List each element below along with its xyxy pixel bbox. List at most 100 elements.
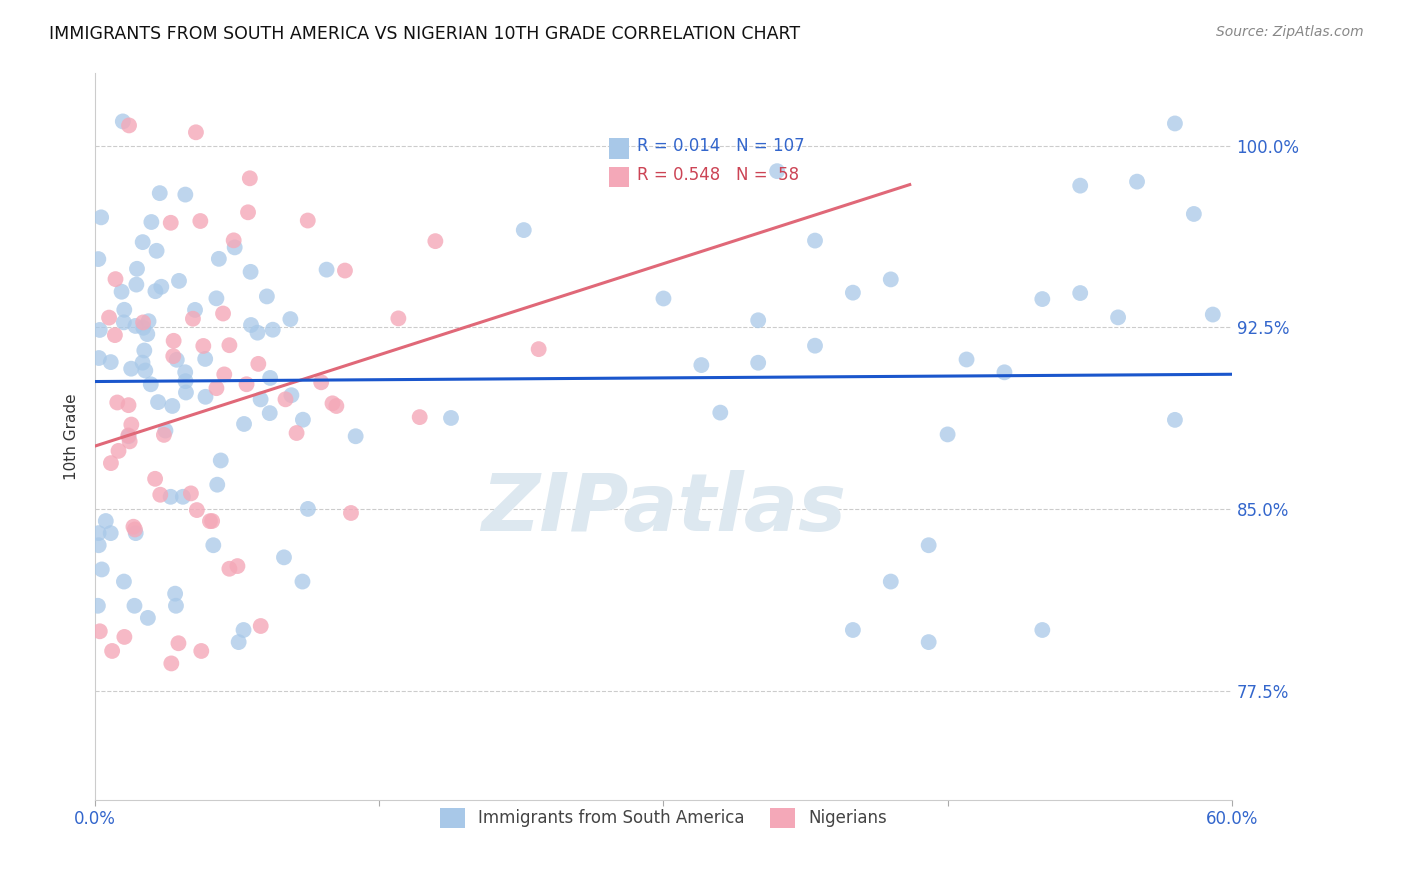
Point [766, 164, 789, 178]
Point [297, 213, 319, 227]
Point [87, 351, 110, 365]
Point [172, 490, 194, 504]
Text: IMMIGRANTS FROM SOUTH AMERICA VS NIGERIAN 10TH GRADE CORRELATION CHART: IMMIGRANTS FROM SOUTH AMERICA VS NIGERIA… [49, 25, 800, 43]
Point [652, 292, 675, 306]
Point [205, 381, 228, 395]
Point [325, 399, 347, 413]
Point [201, 514, 224, 528]
Point [280, 388, 302, 402]
Point [214, 368, 236, 382]
Point [1069, 286, 1091, 301]
Point [205, 291, 228, 305]
Point [239, 171, 262, 186]
Point [134, 363, 156, 377]
Point [1202, 308, 1225, 322]
Point [124, 599, 146, 613]
Point [166, 352, 188, 367]
Point [274, 392, 297, 407]
Point [100, 456, 122, 470]
Point [333, 263, 356, 277]
Point [259, 406, 281, 420]
Point [145, 244, 167, 258]
Point [174, 385, 197, 400]
Point [89, 323, 111, 337]
Point [174, 374, 197, 388]
Point [256, 289, 278, 303]
Point [111, 114, 134, 128]
Point [297, 502, 319, 516]
Point [159, 216, 181, 230]
Point [1164, 413, 1187, 427]
Point [163, 334, 186, 348]
Point [131, 356, 153, 370]
Point [100, 355, 122, 369]
Point [125, 261, 148, 276]
Point [149, 488, 172, 502]
Point [160, 657, 183, 671]
Point [120, 361, 142, 376]
Point [285, 425, 308, 440]
Point [247, 357, 270, 371]
Point [134, 343, 156, 358]
Point [131, 235, 153, 249]
Point [233, 417, 256, 431]
Point [273, 550, 295, 565]
Point [90, 562, 112, 576]
Point [280, 312, 302, 326]
Point [1069, 178, 1091, 193]
Point [842, 285, 865, 300]
Point [1031, 292, 1053, 306]
Point [527, 342, 550, 356]
Point [174, 187, 197, 202]
Text: R = 0.548   N =  58: R = 0.548 N = 58 [637, 166, 800, 184]
Point [321, 396, 343, 410]
Point [804, 234, 827, 248]
Point [690, 358, 713, 372]
Point [184, 125, 207, 139]
Point [162, 349, 184, 363]
Point [155, 424, 177, 438]
Point [425, 234, 447, 248]
Text: R = 0.014   N = 107: R = 0.014 N = 107 [637, 136, 806, 154]
Point [218, 338, 240, 352]
Point [107, 443, 129, 458]
Point [186, 503, 208, 517]
Point [143, 472, 166, 486]
Point [955, 352, 977, 367]
Point [117, 428, 139, 442]
Point [1182, 207, 1205, 221]
Point [118, 119, 141, 133]
Point [122, 520, 145, 534]
Point [180, 486, 202, 500]
Point [198, 514, 221, 528]
Point [90, 211, 112, 225]
Point [440, 411, 463, 425]
Point [87, 526, 110, 541]
Point [112, 630, 135, 644]
Text: Source: ZipAtlas.com: Source: ZipAtlas.com [1216, 25, 1364, 39]
Point [105, 395, 128, 409]
Point [150, 279, 173, 293]
Point [194, 390, 217, 404]
Point [239, 265, 262, 279]
Point [202, 538, 225, 552]
Point [181, 311, 204, 326]
Point [89, 624, 111, 639]
Point [136, 327, 159, 342]
Point [132, 315, 155, 329]
Point [153, 428, 176, 442]
Point [249, 392, 271, 407]
Point [291, 413, 314, 427]
Point [112, 574, 135, 589]
Point [136, 611, 159, 625]
Point [262, 323, 284, 337]
Point [141, 215, 163, 229]
Point [993, 365, 1015, 379]
Point [1164, 116, 1187, 130]
Point [249, 619, 271, 633]
Point [1031, 623, 1053, 637]
Point [240, 318, 263, 332]
Point [259, 371, 281, 385]
Point [98, 310, 121, 325]
Point [918, 635, 941, 649]
